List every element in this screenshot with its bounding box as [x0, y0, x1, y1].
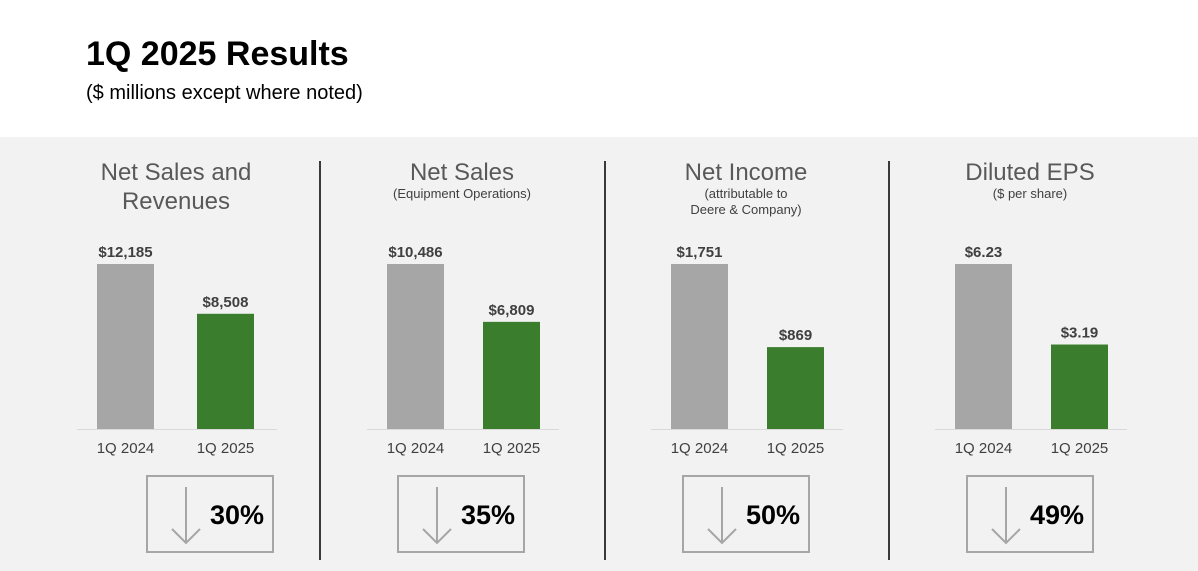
- down-arrow-icon: [991, 487, 1021, 545]
- bar: [97, 264, 154, 429]
- x-tick-label: 1Q 2024: [671, 440, 729, 457]
- x-tick-label: 1Q 2025: [1051, 440, 1109, 457]
- chart-title: Net Income: [684, 159, 808, 186]
- chart-panel: Diluted EPS ($ per share) $6.23 1Q 2024 $3.1…: [890, 137, 1170, 571]
- panel-divider: [604, 161, 606, 560]
- chart-note: ($ per share): [992, 186, 1068, 201]
- down-arrow-icon: [171, 487, 201, 545]
- panel-divider: [888, 161, 890, 560]
- bar: [1051, 344, 1108, 429]
- bar-chart: $12,185 1Q 2024 $8,508 1Q 2025: [77, 244, 277, 457]
- bar: [955, 264, 1012, 429]
- bar-chart: $10,486 1Q 2024 $6,809 1Q 2025: [367, 244, 559, 457]
- data-label: $869: [779, 327, 812, 344]
- chart-panel: Net Sales (Equipment Operations) $10,486 1Q…: [322, 137, 602, 571]
- change-percent: 49%: [1030, 500, 1085, 530]
- change-percent: 30%: [210, 500, 265, 530]
- bar-chart: $6.23 1Q 2024 $3.19 1Q 2025: [935, 244, 1127, 457]
- change-box: 35%: [397, 475, 525, 553]
- chart-title: Net Sales: [409, 159, 515, 186]
- x-tick-label: 1Q 2025: [767, 440, 825, 457]
- x-tick-label: 1Q 2024: [387, 440, 445, 457]
- data-label: $3.19: [1061, 325, 1099, 342]
- x-tick-label: 1Q 2024: [955, 440, 1013, 457]
- chart-panel: Net Sales and Revenues $12,185 1Q 2024 $8,50…: [36, 137, 316, 571]
- x-tick-label: 1Q 2025: [197, 440, 255, 457]
- bar: [767, 347, 824, 429]
- x-tick-label: 1Q 2025: [483, 440, 541, 457]
- page-subtitle: ($ millions except where noted): [86, 82, 363, 104]
- data-label: $8,508: [203, 294, 249, 311]
- bar: [387, 264, 444, 429]
- page-title: 1Q 2025 Results: [86, 35, 349, 73]
- panel-divider: [319, 161, 321, 560]
- data-label: $6.23: [965, 244, 1003, 261]
- change-percent: 35%: [461, 500, 516, 530]
- change-box: 50%: [682, 475, 810, 553]
- chart-title: Revenues: [121, 188, 231, 215]
- bar: [197, 313, 254, 429]
- down-arrow-icon: [707, 487, 737, 545]
- chart-title: Net Sales and: [100, 159, 252, 186]
- bar: [483, 321, 540, 429]
- data-label: $12,185: [98, 244, 152, 261]
- bar: [671, 264, 728, 429]
- bar-chart: $1,751 1Q 2024 $869 1Q 2025: [651, 244, 843, 457]
- chart-title: Diluted EPS: [965, 159, 1095, 186]
- chart-panel: Net Income (attributable to Deere & Compan…: [606, 137, 886, 571]
- change-box: 30%: [146, 475, 274, 553]
- change-box: 49%: [966, 475, 1094, 553]
- data-label: $6,809: [489, 302, 535, 319]
- x-tick-label: 1Q 2024: [97, 440, 155, 457]
- chart-note: (attributable to: [704, 186, 788, 201]
- data-label: $10,486: [388, 244, 442, 261]
- chart-note: Deere & Company): [690, 202, 802, 217]
- data-label: $1,751: [677, 244, 723, 261]
- down-arrow-icon: [422, 487, 452, 545]
- change-percent: 50%: [746, 500, 801, 530]
- chart-note: (Equipment Operations): [392, 186, 531, 201]
